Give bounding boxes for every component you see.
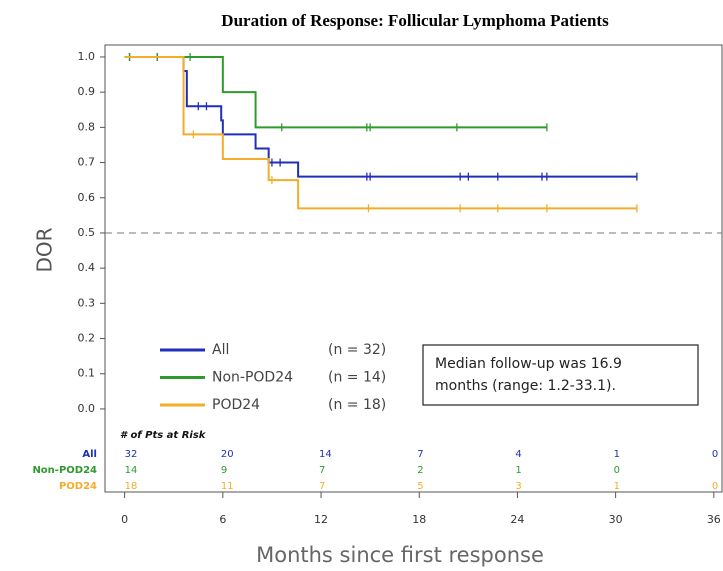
annotation-box [422, 344, 699, 406]
risk-count: 7 [319, 465, 325, 476]
y-tick-label: 0.1 [78, 367, 96, 380]
y-tick-label: 1.0 [78, 50, 96, 63]
risk-count: 0 [614, 465, 620, 476]
legend-label: Non-POD24 [212, 370, 293, 386]
risk-row-label: POD24 [59, 481, 97, 492]
risk-count: 1 [614, 481, 620, 492]
x-tick-label: 36 [707, 513, 721, 526]
risk-count: 2 [417, 465, 423, 476]
risk-count: 5 [417, 481, 423, 492]
y-tick-label: 0.4 [78, 261, 96, 274]
annotation-text: months (range: 1.2-33.1). [435, 378, 616, 394]
risk-header: # of Pts at Risk [120, 430, 207, 441]
risk-count: 20 [221, 449, 234, 460]
risk-row-label: All [82, 449, 97, 460]
x-tick-label: 12 [314, 513, 328, 526]
risk-count: 0 [712, 449, 718, 460]
x-tick-label: 30 [609, 513, 623, 526]
risk-count: 11 [221, 481, 234, 492]
y-axis-label: DOR [33, 227, 57, 272]
risk-count: 3 [515, 481, 521, 492]
risk-count: 0 [712, 481, 718, 492]
annotation-text: Median follow-up was 16.9 [435, 356, 622, 372]
risk-count: 7 [319, 481, 325, 492]
risk-count: 7 [417, 449, 423, 460]
x-tick-label: 18 [412, 513, 426, 526]
y-tick-label: 0.2 [78, 332, 96, 345]
risk-row-label: Non-POD24 [32, 465, 97, 476]
risk-count: 4 [515, 449, 521, 460]
chart-title: Duration of Response: Follicular Lymphom… [221, 11, 609, 30]
legend-n: (n = 14) [328, 370, 386, 386]
y-tick-label: 0.3 [78, 296, 96, 309]
km-curve [124, 55, 637, 210]
x-tick-label: 0 [121, 513, 128, 526]
y-tick-label: 0.8 [78, 120, 96, 133]
x-tick-label: 6 [219, 513, 226, 526]
plot-frame [104, 44, 723, 493]
risk-count: 9 [221, 465, 227, 476]
legend-label: All [212, 342, 229, 358]
y-tick-label: 0.0 [78, 402, 96, 415]
y-tick-label: 0.7 [78, 156, 96, 169]
risk-count: 14 [319, 449, 332, 460]
km-curve [124, 55, 637, 178]
risk-count: 1 [614, 449, 620, 460]
risk-count: 1 [515, 465, 521, 476]
x-axis-label: Months since first response [256, 543, 544, 567]
y-tick-label: 0.5 [78, 226, 96, 239]
y-tick-label: 0.9 [78, 85, 96, 98]
x-tick-label: 24 [510, 513, 524, 526]
legend-n: (n = 18) [328, 397, 386, 413]
legend-n: (n = 32) [328, 342, 386, 358]
risk-count: 14 [125, 465, 138, 476]
legend-label: POD24 [212, 397, 260, 413]
km-curve [124, 55, 547, 129]
y-tick-label: 0.6 [78, 191, 96, 204]
risk-count: 18 [125, 481, 138, 492]
risk-count: 32 [125, 449, 138, 460]
